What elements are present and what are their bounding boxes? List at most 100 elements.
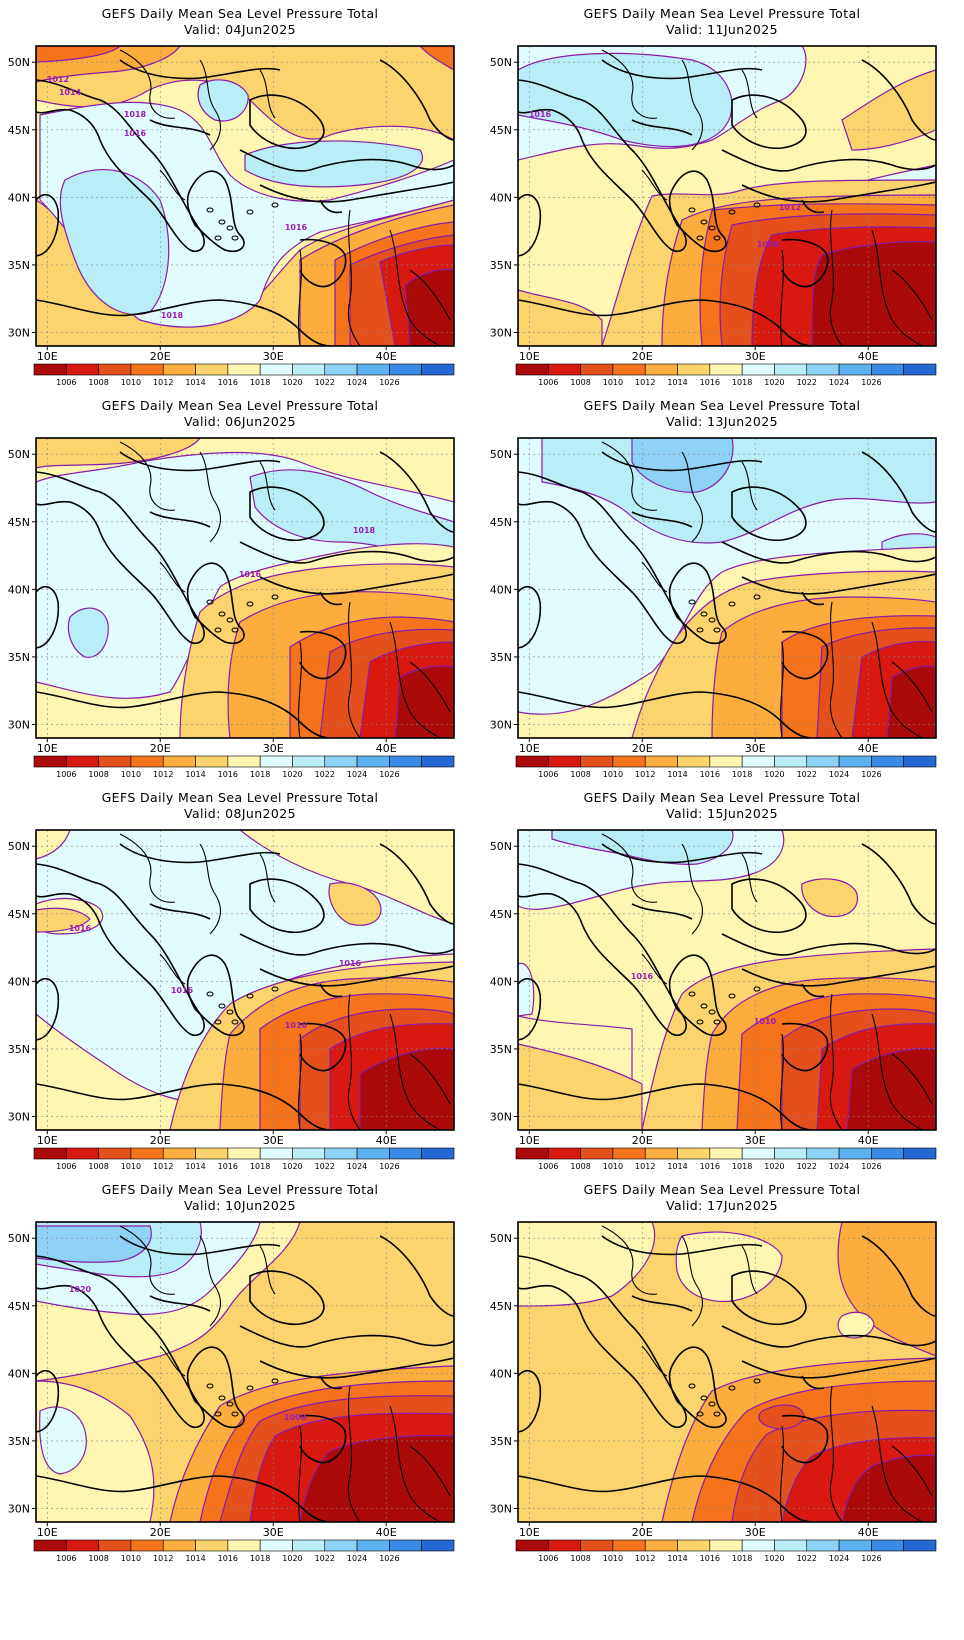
pressure-region xyxy=(841,69,936,151)
valid-prefix: Valid: xyxy=(666,1198,703,1213)
colorbar-swatch xyxy=(195,363,229,376)
colorbar-swatch xyxy=(806,1147,840,1160)
map-field: 1016 1010 xyxy=(518,830,936,1130)
island xyxy=(713,627,721,633)
coastline xyxy=(518,586,542,649)
coastline xyxy=(299,1414,347,1464)
colorbar-swatch xyxy=(580,363,614,376)
country-border xyxy=(199,59,221,151)
colorbar-label: 1026 xyxy=(379,378,399,387)
valid-date: 11Jun2025 xyxy=(702,22,778,37)
country-border xyxy=(871,1405,923,1522)
lat-tick-label: 30N xyxy=(8,1110,30,1123)
pressure-region xyxy=(36,438,201,469)
coastline xyxy=(741,965,936,987)
panel-title: GEFS Daily Mean Sea Level Pressure Total xyxy=(101,398,379,413)
coastline xyxy=(518,691,813,738)
map-frame xyxy=(35,829,455,1131)
country-border xyxy=(891,269,933,321)
forecast-panel: 1012 1014 1018 1016 1016 1018 50N 45N 40N 35N 30N 1… xyxy=(0,0,480,408)
country-border xyxy=(347,601,361,738)
colorbar-swatch xyxy=(130,363,164,376)
colorbar-label: 1010 xyxy=(121,1162,141,1171)
island xyxy=(231,235,239,241)
coastline xyxy=(668,170,727,253)
island xyxy=(713,1411,721,1417)
coastline xyxy=(299,1022,347,1072)
coastline xyxy=(631,119,693,136)
colorbar-swatch xyxy=(162,363,196,376)
colorbar-swatch xyxy=(806,1539,840,1552)
colorbar-label: 1024 xyxy=(347,770,367,779)
contour-label: 1018 xyxy=(161,311,184,320)
colorbar-label: 1012 xyxy=(153,378,173,387)
panel-valid-date: Valid: 17Jun2025 xyxy=(482,1198,962,1214)
pressure-region xyxy=(811,240,936,346)
island xyxy=(226,225,234,231)
lon-tick-label: 20E xyxy=(632,350,653,363)
coastline xyxy=(601,59,763,80)
pressure-region xyxy=(518,962,535,1017)
colorbar-swatch xyxy=(677,1147,711,1160)
colorbar-swatch xyxy=(580,755,614,768)
map-field: 1018 1016 xyxy=(36,438,454,738)
coastline xyxy=(721,149,936,172)
lat-tick-label: 40N xyxy=(490,191,512,204)
country-border xyxy=(347,1385,361,1522)
pressure-region xyxy=(39,1406,87,1475)
coastline xyxy=(36,978,60,1041)
colorbar-swatch xyxy=(98,1539,132,1552)
coastline xyxy=(721,1325,936,1348)
pressure-region xyxy=(846,1047,936,1130)
colorbar-label: 1008 xyxy=(570,1162,590,1171)
coastline xyxy=(186,1346,245,1429)
coastline xyxy=(518,1370,542,1433)
colorbar-label: 1012 xyxy=(635,1554,655,1563)
coastline xyxy=(861,843,936,925)
colorbar-label: 1024 xyxy=(829,378,849,387)
country-border xyxy=(871,621,923,738)
country-border xyxy=(347,993,361,1130)
island xyxy=(231,627,239,633)
lat-tick-label: 35N xyxy=(8,651,30,664)
lon-tick-label: 40E xyxy=(376,350,397,363)
colorbar-swatch xyxy=(227,755,261,768)
colorbar-swatch xyxy=(871,1147,904,1160)
panel-title: GEFS Daily Mean Sea Level Pressure Total xyxy=(583,398,861,413)
coastline xyxy=(518,863,687,1036)
country-border xyxy=(119,1225,176,1295)
lat-tick-label: 45N xyxy=(8,1300,30,1313)
colorbar-swatch xyxy=(612,363,646,376)
lat-tick-label: 45N xyxy=(490,124,512,137)
lon-tick-label: 30E xyxy=(263,742,284,755)
colorbar-swatch xyxy=(356,363,390,376)
panel-valid-date: Valid: 13Jun2025 xyxy=(482,414,962,430)
coastline xyxy=(801,983,825,998)
coastline xyxy=(239,149,454,172)
colorbar-swatch xyxy=(871,755,904,768)
coastline xyxy=(36,1255,205,1428)
coastline xyxy=(781,1414,829,1464)
island xyxy=(696,1019,704,1025)
island xyxy=(206,1383,214,1389)
lat-tick-label: 30N xyxy=(490,1502,512,1515)
lat-tick-label: 40N xyxy=(8,1367,30,1380)
map-field: 1020 1008 xyxy=(36,1222,454,1522)
contour-label: 1010 xyxy=(285,1021,308,1030)
colorbar-swatch xyxy=(677,1539,711,1552)
colorbar-label: 1020 xyxy=(282,378,302,387)
coastline xyxy=(249,878,325,934)
colorbar-label: 1012 xyxy=(153,770,173,779)
map-frame xyxy=(35,437,455,739)
gridlines xyxy=(518,46,936,346)
colorbar-label: 1026 xyxy=(861,1554,881,1563)
coastline xyxy=(781,238,829,288)
lat-tick-label: 30N xyxy=(8,1502,30,1515)
lon-tick-label: 40E xyxy=(858,742,879,755)
coastline xyxy=(861,1235,936,1317)
colorbar-label: 1016 xyxy=(700,770,720,779)
colorbar-label: 1018 xyxy=(732,378,752,387)
colorbar-swatch xyxy=(98,1147,132,1160)
island xyxy=(218,611,226,617)
